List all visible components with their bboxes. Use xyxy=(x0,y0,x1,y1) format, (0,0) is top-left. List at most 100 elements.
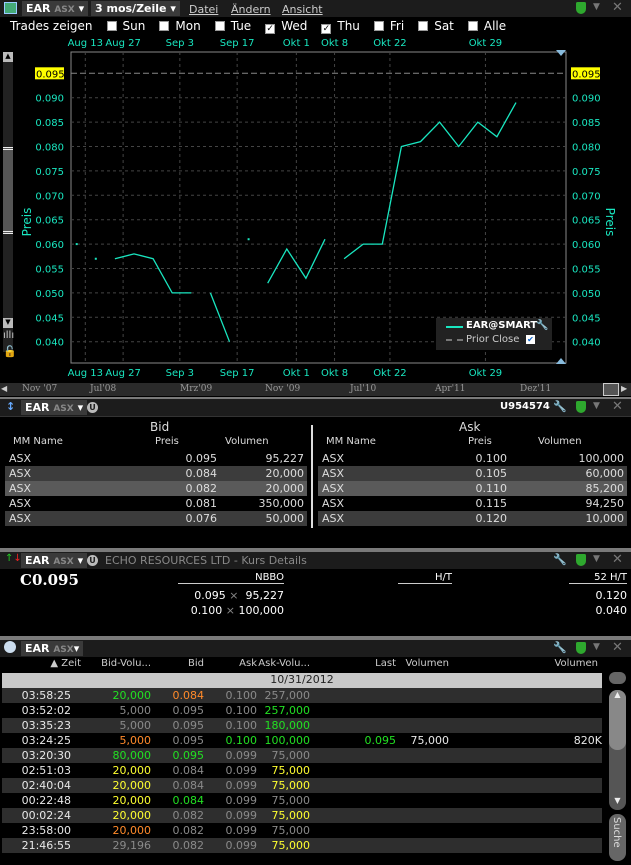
day-checkbox-fri[interactable]: Fri xyxy=(360,19,404,33)
day-checkbox-wed[interactable]: ✓ Wed xyxy=(251,19,307,34)
menu-aendern[interactable]: Ändern xyxy=(231,3,271,16)
close-icon[interactable]: ✕ xyxy=(612,640,623,655)
day-checkbox-alle[interactable]: Alle xyxy=(454,19,506,33)
tas-col-header[interactable]: Ask xyxy=(239,658,257,669)
checkbox-box[interactable] xyxy=(214,21,225,31)
tas-col-header[interactable]: Ask-Volu... xyxy=(258,658,310,669)
close-icon[interactable]: ✕ xyxy=(612,552,623,567)
trade-row[interactable]: 00:02:24 20,000 0.082 0.099 75,000 xyxy=(2,808,602,823)
wrench-icon[interactable]: 🔧 xyxy=(553,553,567,566)
checkbox-box[interactable]: ✓ xyxy=(265,24,276,34)
dropdown-arrow-icon[interactable]: ▼ xyxy=(593,2,600,12)
tas-col-header[interactable]: ▲ Zeit xyxy=(50,658,81,669)
shield-icon[interactable] xyxy=(576,401,586,416)
volume-icon[interactable]: ıllı xyxy=(3,330,15,341)
u-badge-icon[interactable]: U xyxy=(87,555,98,566)
lock-icon[interactable]: 🔓 xyxy=(3,345,17,358)
dropdown-arrow-icon[interactable]: ▼ xyxy=(593,554,600,564)
scroll-top-button[interactable] xyxy=(609,672,626,684)
checkbox-box[interactable]: ✓ xyxy=(321,24,332,34)
shield-icon[interactable] xyxy=(576,642,586,657)
shield-icon[interactable] xyxy=(576,554,586,569)
shield-icon[interactable] xyxy=(576,2,586,17)
mm-name: ASX xyxy=(322,452,345,465)
timeline-left-icon[interactable]: ◀ xyxy=(1,384,8,393)
checkbox-box[interactable] xyxy=(106,21,117,31)
vertical-scrollbar[interactable]: ▲ ▼ xyxy=(3,52,13,352)
volume: 50,000 xyxy=(265,512,305,525)
day-checkbox-tue[interactable]: Tue xyxy=(201,19,251,33)
trade-row[interactable]: 02:40:04 20,000 0.084 0.099 75,000 xyxy=(2,778,602,793)
timeline-scrollbar[interactable]: ◀ Nov '07 Jul'08 Mrz'09 Nov '09 Jul'10 Apr'11… xyxy=(0,383,631,396)
bottom-zoom-handle-icon[interactable] xyxy=(556,358,566,364)
wrench-icon[interactable]: 🔧 xyxy=(553,641,567,654)
cell: 03:35:23 xyxy=(21,719,71,732)
x-tick-bottom: Aug 27 xyxy=(105,368,140,379)
trade-row[interactable]: 02:51:03 20,000 0.084 0.099 75,000 xyxy=(2,763,602,778)
wrench-icon[interactable]: 🔧 xyxy=(553,400,567,413)
trade-row[interactable]: 23:58:00 20,000 0.082 0.099 75,000 xyxy=(2,823,602,838)
scroll-down-icon[interactable]: ▼ xyxy=(614,796,621,805)
top-zoom-handle-icon[interactable] xyxy=(556,50,566,56)
scroll-down-icon[interactable]: ▼ xyxy=(3,318,13,328)
scroll-thumb[interactable] xyxy=(3,147,13,234)
checkbox-box[interactable] xyxy=(159,21,170,31)
bid-row[interactable]: ASX 0.084 20,000 xyxy=(5,466,307,481)
close-icon[interactable]: ✕ xyxy=(612,399,623,414)
bid-row[interactable]: ASX 0.082 20,000 xyxy=(5,481,307,496)
menu-datei[interactable]: Datei xyxy=(189,3,219,16)
prior-close-checkbox[interactable]: ✔ xyxy=(526,335,535,344)
tas-col-header[interactable]: Bid-Volu... xyxy=(101,658,151,669)
dropdown-arrow-icon[interactable]: ▼ xyxy=(593,401,600,411)
bid-row[interactable]: ASX 0.081 350,000 xyxy=(5,496,307,511)
bid-row[interactable]: ASX 0.076 50,000 xyxy=(5,511,307,526)
scroll-thumb[interactable]: ▲ xyxy=(609,690,626,750)
trade-row[interactable]: 03:58:25 20,000 0.084 0.100 257,000 xyxy=(2,688,602,703)
ask-row[interactable]: ASX 0.120 10,000 xyxy=(318,511,627,526)
scroll-up-icon[interactable]: ▲ xyxy=(3,52,13,62)
dropdown-arrow-icon[interactable]: ▼ xyxy=(593,642,600,652)
tas-col-header[interactable]: Volumen xyxy=(405,658,449,669)
menu-ansicht[interactable]: Ansicht xyxy=(282,3,323,16)
tas-col-header[interactable]: Last xyxy=(375,658,396,669)
bid-row[interactable]: ASX 0.095 95,227 xyxy=(5,451,307,466)
ask-row[interactable]: ASX 0.100 100,000 xyxy=(318,451,627,466)
day-checkbox-mon[interactable]: Mon xyxy=(145,19,201,33)
trade-row[interactable]: 03:24:25 5,000 0.095 0.100 100,000 0.095 75,00… xyxy=(2,733,602,748)
cell: 03:20:30 xyxy=(21,749,71,762)
ask-row[interactable]: ASX 0.115 94,250 xyxy=(318,496,627,511)
period-selector[interactable]: 3 mos/Zeile ▾ xyxy=(91,1,180,16)
tas-symbol-selector[interactable]: EAR ASX▾ xyxy=(21,641,84,656)
checkbox-box[interactable] xyxy=(373,21,384,31)
wrench-icon[interactable]: 🔧 xyxy=(536,320,549,331)
timeline-right-icon[interactable]: ▶ xyxy=(621,384,628,393)
quote-symbol-selector[interactable]: EAR ASX ▾ xyxy=(21,553,88,568)
depth-symbol-selector[interactable]: EAR ASX ▾ xyxy=(21,400,88,415)
trade-row[interactable]: 00:22:48 20,000 0.084 0.099 75,000 xyxy=(2,793,602,808)
ask-price: 0.100 xyxy=(190,604,223,617)
tas-scrollbar[interactable]: ▲ ▼ xyxy=(609,690,626,810)
ask-row[interactable]: ASX 0.110 85,200 xyxy=(318,481,627,496)
checkbox-box[interactable] xyxy=(467,21,478,31)
price-chart[interactable]: 0.040 0.040 0.045 0.045 0.050 0.050 0.055 0.055… xyxy=(0,36,631,382)
ask-row[interactable]: ASX 0.105 60,000 xyxy=(318,466,627,481)
close-icon[interactable]: ✕ xyxy=(612,0,623,15)
y-tick-right: 0.080 xyxy=(572,143,601,154)
tas-col-header[interactable]: Volumen xyxy=(554,658,598,669)
trade-row[interactable]: 03:35:23 5,000 0.095 0.100 180,000 xyxy=(2,718,602,733)
search-button[interactable]: Suche xyxy=(609,814,626,861)
day-checkbox-sat[interactable]: Sat xyxy=(404,19,454,33)
checkbox-box[interactable] xyxy=(418,21,429,31)
timeline-thumb[interactable] xyxy=(603,383,619,396)
u-badge-icon[interactable]: U xyxy=(87,402,98,413)
x-tick-bottom: Okt 1 xyxy=(283,368,310,379)
volume: 95,227 xyxy=(265,452,305,465)
x-tick-top: Aug 27 xyxy=(105,38,140,49)
trade-row[interactable]: 21:46:55 29,196 0.082 0.099 75,000 xyxy=(2,838,602,853)
tas-col-header[interactable]: Bid xyxy=(188,658,204,669)
trade-row[interactable]: 03:20:30 80,000 0.095 0.099 75,000 xyxy=(2,748,602,763)
symbol-selector[interactable]: EAR ASX ▾ xyxy=(22,1,89,16)
day-checkbox-sun[interactable]: Sun xyxy=(93,19,145,33)
trade-row[interactable]: 03:52:02 5,000 0.095 0.100 257,000 xyxy=(2,703,602,718)
day-checkbox-thu[interactable]: ✓ Thu xyxy=(307,19,360,34)
